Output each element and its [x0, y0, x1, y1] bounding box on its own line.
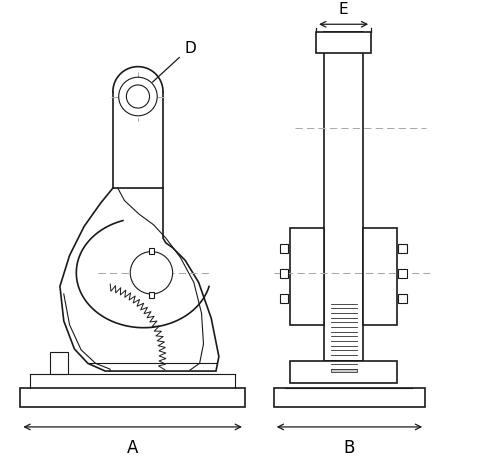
Bar [149, 293, 154, 298]
Bar [324, 33, 363, 362]
Circle shape [126, 86, 150, 109]
Bar [20, 388, 245, 407]
Bar [290, 362, 397, 383]
Text: B: B [344, 438, 355, 457]
Bar [149, 248, 154, 254]
Text: D: D [152, 41, 196, 83]
Bar [50, 352, 68, 374]
Bar [363, 229, 397, 325]
Bar [316, 33, 371, 54]
Bar [274, 388, 425, 407]
Bar [280, 294, 288, 303]
Bar [398, 294, 407, 303]
Bar [398, 269, 407, 278]
Bar [290, 229, 324, 325]
Text: E: E [339, 1, 348, 17]
Bar [331, 369, 357, 372]
Circle shape [119, 78, 157, 117]
PathPatch shape [60, 188, 219, 371]
Circle shape [130, 252, 173, 294]
Bar [280, 269, 288, 278]
Text: A: A [126, 438, 138, 457]
Bar [398, 244, 407, 253]
Bar [280, 244, 288, 253]
